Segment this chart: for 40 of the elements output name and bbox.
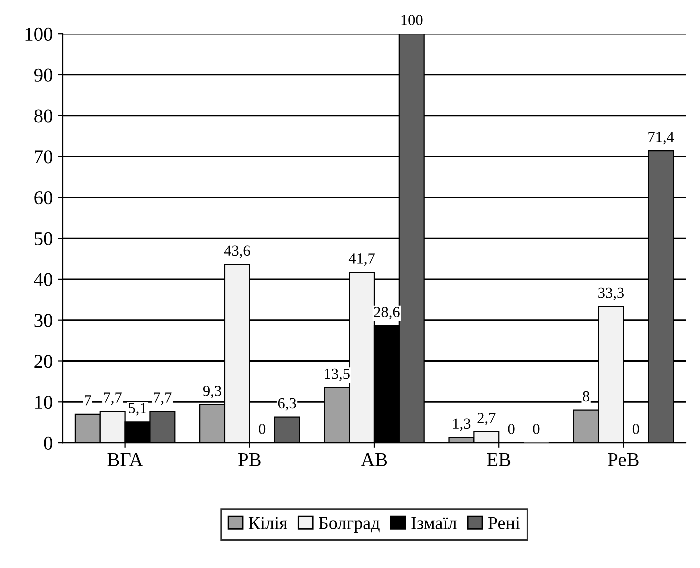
data-label: 7 <box>85 396 92 406</box>
data-label: 41,7 <box>348 254 375 266</box>
y-tick-label: 30 <box>34 314 53 328</box>
data-label: 9,3 <box>203 386 222 399</box>
data-label: 71,4 <box>648 132 674 145</box>
data-label: 0 <box>632 424 640 434</box>
x-tick-label: ВГА <box>108 453 144 466</box>
data-label: 8 <box>583 391 590 402</box>
data-label: 7,7 <box>104 392 122 406</box>
data-label: 7,7 <box>154 392 172 406</box>
data-label: 43,6 <box>224 246 250 258</box>
data-label: 2,7 <box>478 413 496 426</box>
legend-label: Рені <box>488 517 520 530</box>
y-tick-label: 100 <box>26 28 53 42</box>
data-label: 5,1 <box>129 403 146 416</box>
data-label: 0 <box>508 424 515 434</box>
data-label: 1,3 <box>454 418 471 432</box>
data-label: 33,3 <box>598 288 624 300</box>
data-label: 0 <box>259 424 266 434</box>
y-tick-label: 40 <box>34 273 53 286</box>
y-tick-label: 70 <box>35 150 53 164</box>
x-tick-label: РеВ <box>608 454 639 466</box>
x-tick-label: АВ <box>361 453 388 466</box>
data-label: 100 <box>402 15 423 26</box>
legend-label: Ізмаїл <box>412 517 457 530</box>
y-tick-label: 90 <box>34 68 53 82</box>
y-tick-label: 80 <box>34 110 53 123</box>
y-tick-label: 10 <box>36 396 53 410</box>
y-tick-label: 20 <box>34 355 53 368</box>
y-tick-label: 0 <box>44 436 53 450</box>
x-tick-label: ЕВ <box>487 454 511 466</box>
data-label: 28,6 <box>374 307 400 320</box>
y-tick-label: 50 <box>34 232 53 246</box>
x-tick-label: РВ <box>238 454 261 466</box>
data-label: 0 <box>533 424 540 434</box>
data-label: 13,5 <box>325 368 350 382</box>
y-tick-label: 60 <box>34 191 53 205</box>
legend-label: Кілія <box>248 517 288 530</box>
data-label: 6,3 <box>278 398 296 411</box>
legend-label: Болград <box>319 517 380 534</box>
